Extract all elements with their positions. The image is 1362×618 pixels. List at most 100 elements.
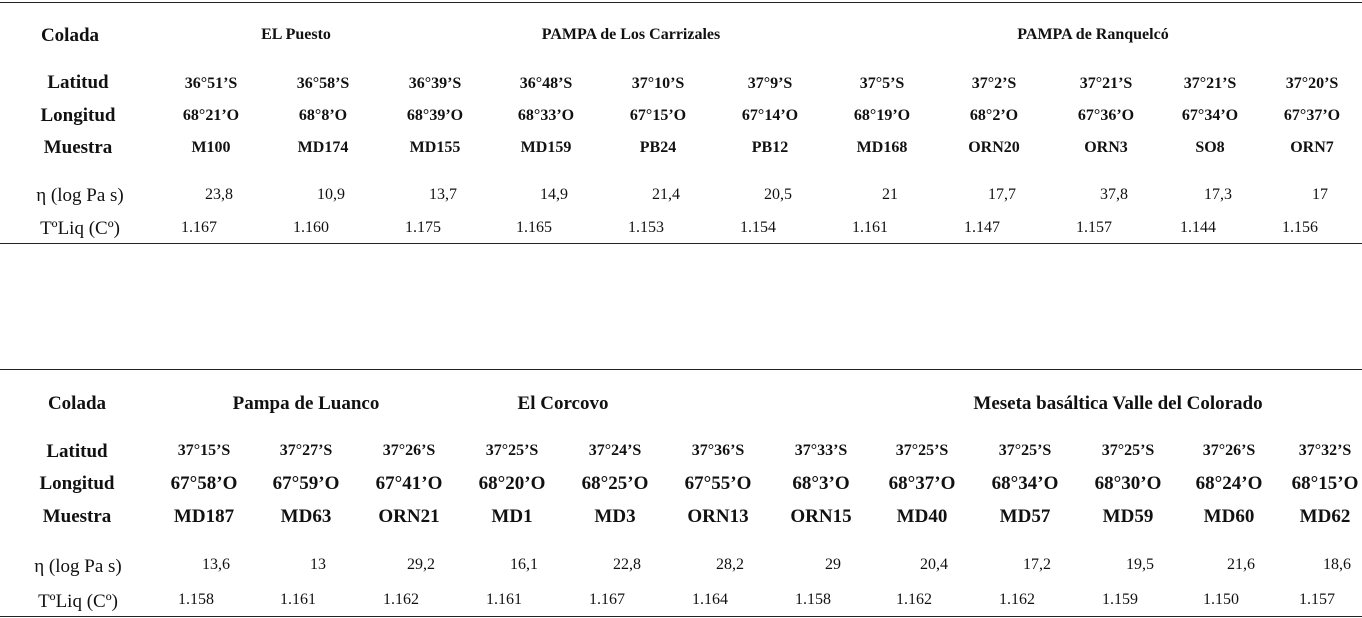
muestra-cell: MD159 <box>520 139 572 156</box>
table-2-bottom-rule <box>0 616 1362 617</box>
muestra-cell: MD155 <box>409 139 461 156</box>
lon-cell: 68°3’O <box>792 473 850 494</box>
lat-cell: 36°48’S <box>519 75 573 92</box>
eta-cell: 13,6 <box>202 556 230 573</box>
eta-cell: 14,9 <box>540 186 568 203</box>
eta-cell: 21,6 <box>1227 556 1255 573</box>
group-pampa-luanco: Pampa de Luanco <box>232 393 380 414</box>
muestra-cell: MD62 <box>1299 506 1351 527</box>
tliq-cell: 1.147 <box>964 219 1000 236</box>
eta-label: η (log Pa s) <box>36 185 124 206</box>
table-2-top-rule <box>0 369 1362 370</box>
lon-cell: 67°41’O <box>375 473 443 494</box>
muestra-cell: M100 <box>191 139 231 156</box>
muestra-cell: ORN15 <box>790 506 852 527</box>
lon-cell: 67°59’O <box>272 473 340 494</box>
lat-cell: 37°25’S <box>895 442 949 459</box>
lat-cell: 37°27’S <box>279 442 333 459</box>
muestra-cell: ORN7 <box>1290 139 1334 156</box>
muestra-cell: MD187 <box>173 506 235 527</box>
group-pampa-ranquelco: PAMPA de Ranquelcó <box>1017 26 1169 43</box>
lon-cell: 68°25’O <box>581 473 649 494</box>
muestra-cell: PB12 <box>751 139 789 156</box>
lat-cell: 37°36’S <box>691 442 745 459</box>
lon-cell: 68°39’O <box>406 107 464 124</box>
eta-cell: 20,4 <box>920 556 948 573</box>
tliq-cell: 1.161 <box>852 219 888 236</box>
tliq-cell: 1.165 <box>516 219 552 236</box>
muestra-label: Muestra <box>43 137 113 158</box>
eta-cell: 13 <box>310 556 326 573</box>
colada-label: Colada <box>47 393 107 414</box>
latitud-label: Latitud <box>46 441 108 462</box>
muestra-cell: MD59 <box>1102 506 1154 527</box>
lon-cell: 68°24’O <box>1195 473 1263 494</box>
tliq-cell: 1.162 <box>383 591 419 608</box>
tliq-cell: 1.156 <box>1282 219 1318 236</box>
tliq-cell: 1.144 <box>1180 219 1216 236</box>
lon-cell: 67°15’O <box>629 107 687 124</box>
longitud-label: Longitud <box>39 473 115 494</box>
muestra-cell: ORN20 <box>968 139 1020 156</box>
lat-cell: 37°32’S <box>1298 442 1352 459</box>
tliq-cell: 1.167 <box>181 219 217 236</box>
tliq-cell: 1.162 <box>999 591 1035 608</box>
lat-cell: 37°5’S <box>859 75 905 92</box>
lat-cell: 37°25’S <box>998 442 1052 459</box>
lon-cell: 67°58’O <box>170 473 238 494</box>
eta-cell: 21,4 <box>652 186 680 203</box>
muestra-cell: MD1 <box>491 506 533 527</box>
muestra-label: Muestra <box>42 506 112 527</box>
muestra-cell: PB24 <box>639 139 677 156</box>
lat-cell: 37°25’S <box>485 442 539 459</box>
eta-cell: 20,5 <box>764 186 792 203</box>
lon-cell: 67°34’O <box>1181 107 1239 124</box>
eta-cell: 22,8 <box>613 556 641 573</box>
table-1-top-rule <box>0 2 1362 3</box>
latitud-label: Latitud <box>47 72 109 93</box>
tliq-cell: 1.167 <box>589 591 625 608</box>
lat-cell: 36°39’S <box>408 75 462 92</box>
lon-cell: 68°37’O <box>888 473 956 494</box>
tliq-cell: 1.161 <box>280 591 316 608</box>
eta-cell: 19,5 <box>1126 556 1154 573</box>
tliq-label: TºLiq (Cº) <box>40 218 120 239</box>
tliq-cell: 1.164 <box>692 591 728 608</box>
lon-cell: 68°34’O <box>991 473 1059 494</box>
eta-cell: 16,1 <box>510 556 538 573</box>
eta-cell: 17,2 <box>1023 556 1051 573</box>
table-2: Colada Pampa de Luanco El Corcovo Meseta… <box>0 369 1362 618</box>
eta-cell: 29,2 <box>407 556 435 573</box>
lat-cell: 36°51’S <box>184 75 238 92</box>
lat-cell: 37°26’S <box>382 442 436 459</box>
muestra-cell: ORN3 <box>1084 139 1128 156</box>
longitud-label: Longitud <box>40 105 116 126</box>
lon-cell: 67°36’O <box>1077 107 1135 124</box>
muestra-cell: MD63 <box>280 506 332 527</box>
lon-cell: 68°20’O <box>478 473 546 494</box>
lon-cell: 67°14’O <box>741 107 799 124</box>
muestra-cell: MD3 <box>594 506 636 527</box>
eta-label: η (log Pa s) <box>34 556 122 577</box>
lat-cell: 37°9’S <box>747 75 793 92</box>
lat-cell: 37°33’S <box>794 442 848 459</box>
eta-cell: 18,6 <box>1323 556 1351 573</box>
muestra-cell: MD60 <box>1203 506 1255 527</box>
eta-cell: 13,7 <box>429 186 457 203</box>
lon-cell: 67°37’O <box>1283 107 1341 124</box>
muestra-cell: MD57 <box>999 506 1051 527</box>
muestra-cell: MD174 <box>297 139 349 156</box>
group-el-corcovo: El Corcovo <box>517 393 609 414</box>
eta-cell: 37,8 <box>1100 186 1128 203</box>
lat-cell: 36°58’S <box>296 75 350 92</box>
lat-cell: 37°21’S <box>1079 75 1133 92</box>
muestra-cell: MD40 <box>896 506 948 527</box>
tliq-cell: 1.161 <box>486 591 522 608</box>
eta-cell: 17,7 <box>988 186 1016 203</box>
lat-cell: 37°24’S <box>588 442 642 459</box>
tliq-cell: 1.150 <box>1203 591 1239 608</box>
muestra-cell: ORN21 <box>378 506 440 527</box>
eta-cell: 23,8 <box>205 186 233 203</box>
lon-cell: 68°8’O <box>298 107 348 124</box>
tliq-cell: 1.158 <box>795 591 831 608</box>
